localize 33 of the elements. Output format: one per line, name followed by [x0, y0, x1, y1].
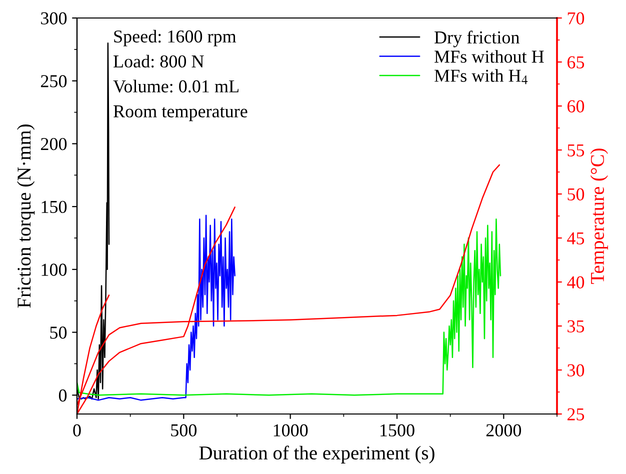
- x-axis-title: Duration of the experiment (s): [199, 446, 434, 464]
- x-tick-label: 1500: [380, 424, 414, 436]
- x-tick-label: 2000: [486, 424, 522, 436]
- y2-tick-label: 30: [568, 364, 584, 376]
- x-tick-label: 1000: [274, 424, 308, 436]
- x-tick-label: 0: [73, 424, 81, 436]
- annotation: Volume: 0.01 mL: [113, 80, 238, 93]
- y-tick-label: 250: [40, 75, 67, 88]
- y-tick-label: 100: [42, 264, 67, 276]
- legend-label: Dry friction: [434, 30, 520, 48]
- y2-tick-label: 60: [568, 100, 584, 112]
- y-tick-label: 0: [58, 389, 67, 402]
- annotation: Load: 800 N: [114, 54, 204, 68]
- y2-tick-label: 70: [568, 12, 584, 24]
- y2-axis-title: Temperature (°C): [590, 148, 608, 284]
- y-tick-label: 200: [40, 138, 67, 150]
- annotation: Speed: 1600 rpm: [114, 30, 236, 46]
- legend-label: MFs with H$_{4}$: [434, 69, 528, 84]
- y-axis-title: Friction torque (N·mm): [17, 124, 35, 308]
- y2-tick-label: 50: [568, 188, 584, 200]
- y2-tick-label: 40: [567, 276, 584, 288]
- y-tick-label: 50: [50, 326, 67, 339]
- y2-tick-label: 65: [568, 56, 584, 68]
- y2-tick-label: 45: [567, 232, 584, 244]
- y-tick-label: 300: [41, 12, 67, 24]
- y2-tick-label: 25: [568, 408, 584, 420]
- y-tick-label: 150: [42, 200, 67, 214]
- legend-label: MFs without H: [434, 50, 544, 63]
- line-series: [77, 218, 502, 396]
- annotation: Room temperature: [114, 105, 248, 122]
- y2-tick-label: 55: [568, 144, 584, 156]
- x-tick-label: 500: [171, 424, 197, 436]
- y2-tick-label: 35: [568, 320, 584, 332]
